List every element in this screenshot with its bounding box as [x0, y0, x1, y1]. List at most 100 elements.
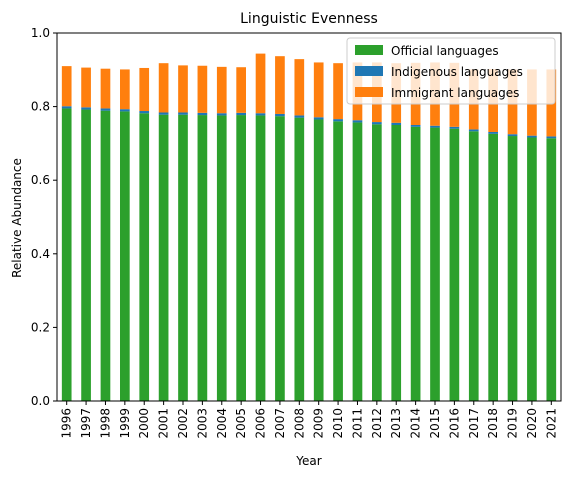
legend-box [346, 37, 556, 105]
x-tick-label: 2019 [506, 408, 520, 439]
bar-2000-series-2 [139, 67, 150, 112]
bar-2013-series-1 [391, 122, 402, 125]
bar-2007-series-0 [275, 116, 285, 402]
axes-layer: 0.0 0.2 0.4 0.6 0.8 1.0 1996 1997 1998 1999 2000 20… [31, 26, 562, 439]
bar-2011-series-0 [352, 122, 363, 402]
bar-2001-series-2 [158, 63, 169, 113]
bar-2010-series-2 [333, 63, 343, 120]
plot-frame [56, 32, 562, 402]
bar-2008-series-2 [294, 59, 305, 116]
bar-2015-series-0 [430, 127, 440, 401]
bars-layer [61, 53, 557, 402]
bar-2018-series-0 [488, 133, 498, 401]
bar-2020-series-0 [527, 137, 537, 401]
bar-2002-series-1 [178, 112, 188, 115]
bar-2009-series-0 [313, 119, 324, 401]
bar-2012-series-1 [372, 122, 382, 125]
x-tick-label: 2002 [176, 408, 190, 439]
bar-1999-series-2 [120, 69, 130, 110]
bar-2002-series-0 [178, 114, 188, 401]
bar-2021-series-1 [546, 136, 557, 139]
x-tick-label: 2016 [447, 408, 461, 439]
y-tick-label: 0.2 [31, 320, 50, 334]
bar-2006-series-0 [255, 115, 266, 402]
bar-2018-series-1 [488, 131, 498, 134]
bar-2000-series-0 [139, 113, 150, 401]
y-tick-label: 0.0 [31, 394, 50, 408]
x-tick-label: 2015 [428, 408, 442, 439]
bar-2010-series-1 [333, 119, 343, 122]
bar-2019-series-1 [507, 134, 518, 137]
bar-1996-series-0 [61, 108, 72, 401]
bar-2004-series-0 [216, 115, 227, 402]
legend-swatch [355, 87, 383, 97]
bar-1998-series-0 [100, 110, 111, 402]
x-tick-label: 2018 [486, 408, 500, 439]
bar-2021-series-0 [546, 138, 557, 401]
x-tick-label: 2003 [195, 408, 209, 439]
bar-2001-series-1 [158, 112, 169, 115]
bar-2004-series-1 [216, 113, 227, 116]
bar-2008-series-0 [294, 117, 305, 401]
x-tick-label: 2005 [234, 408, 248, 439]
x-tick-label: 2013 [389, 408, 403, 439]
x-tick-label: 2014 [409, 408, 423, 439]
bar-2014-series-0 [410, 126, 421, 401]
bar-2005-series-1 [236, 112, 246, 116]
bar-2003-series-2 [197, 65, 208, 113]
y-tick-label: 0.8 [31, 100, 50, 114]
legend-label: Official languages [391, 44, 499, 58]
bar-1997-series-2 [81, 67, 91, 108]
y-tick-label: 1.0 [31, 26, 50, 40]
bar-2013-series-0 [391, 125, 402, 401]
x-tick-label: 2004 [215, 408, 229, 439]
bar-1997-series-0 [81, 109, 91, 401]
x-tick-label: 2000 [137, 408, 151, 439]
x-axis-label: Year [295, 454, 321, 468]
bar-2008-series-1 [294, 115, 305, 118]
bar-2006-series-2 [255, 53, 266, 114]
x-tick-label: 1996 [60, 408, 74, 439]
bar-2016-series-1 [449, 126, 460, 129]
x-tick-label: 2007 [273, 408, 287, 439]
x-tick-label: 1998 [98, 408, 112, 439]
bar-1998-series-2 [100, 68, 111, 109]
bar-2009-series-2 [313, 62, 324, 118]
bar-2005-series-0 [236, 115, 246, 401]
y-tick-label: 0.4 [31, 247, 50, 261]
bar-1996-series-1 [61, 106, 72, 109]
bar-2004-series-2 [216, 66, 227, 114]
x-tick-label: 2006 [254, 408, 268, 439]
x-tick-label: 1997 [79, 408, 93, 439]
y-tick-label: 0.6 [31, 173, 50, 187]
bar-2007-series-2 [275, 56, 285, 114]
legend-swatch [355, 45, 383, 55]
bar-2002-series-2 [178, 65, 188, 113]
x-tick-label: 2011 [350, 408, 364, 439]
x-tick-label: 2020 [525, 408, 539, 439]
x-tick-label: 2017 [467, 408, 481, 439]
legend-swatch [355, 66, 383, 76]
chart-title: Linguistic Evenness [240, 11, 378, 27]
bar-2016-series-0 [449, 128, 460, 401]
bar-2000-series-1 [139, 111, 150, 114]
x-tick-label: 2008 [292, 408, 306, 439]
bar-2009-series-1 [313, 117, 324, 120]
bar-2020-series-1 [527, 135, 537, 138]
x-tick-label: 2001 [157, 408, 171, 439]
y-axis-label: Relative Abundance [10, 158, 24, 278]
bar-2019-series-0 [507, 136, 518, 402]
bar-2012-series-0 [372, 124, 382, 401]
x-tick-label: 2021 [544, 408, 558, 439]
legend-label: Indigenous languages [391, 65, 523, 79]
bar-1999-series-1 [120, 109, 130, 112]
x-tick-label: 2009 [312, 408, 326, 439]
bar-2006-series-1 [255, 113, 266, 116]
bar-2003-series-0 [197, 115, 208, 401]
bar-2017-series-1 [468, 129, 479, 132]
bar-2001-series-0 [158, 114, 169, 401]
x-tick-label: 2010 [331, 408, 345, 439]
bar-2003-series-1 [197, 112, 208, 116]
bar-2011-series-1 [352, 120, 363, 123]
x-tick-label: 2012 [370, 408, 384, 439]
